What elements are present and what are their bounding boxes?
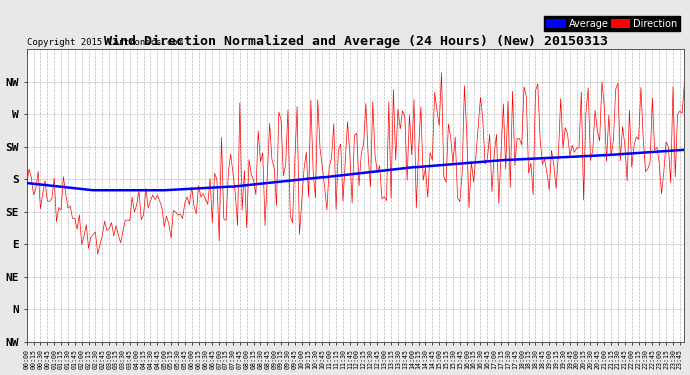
Text: Copyright 2015 Cartronics.com: Copyright 2015 Cartronics.com [27, 38, 183, 46]
Title: Wind Direction Normalized and Average (24 Hours) (New) 20150313: Wind Direction Normalized and Average (2… [104, 35, 608, 48]
Legend: Average, Direction: Average, Direction [544, 16, 680, 31]
